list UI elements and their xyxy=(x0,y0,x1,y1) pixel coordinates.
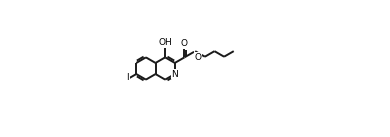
Text: OH: OH xyxy=(158,38,172,47)
Text: O: O xyxy=(195,53,202,62)
Text: N: N xyxy=(172,70,178,79)
Text: I: I xyxy=(126,73,129,82)
Text: O: O xyxy=(181,39,188,48)
